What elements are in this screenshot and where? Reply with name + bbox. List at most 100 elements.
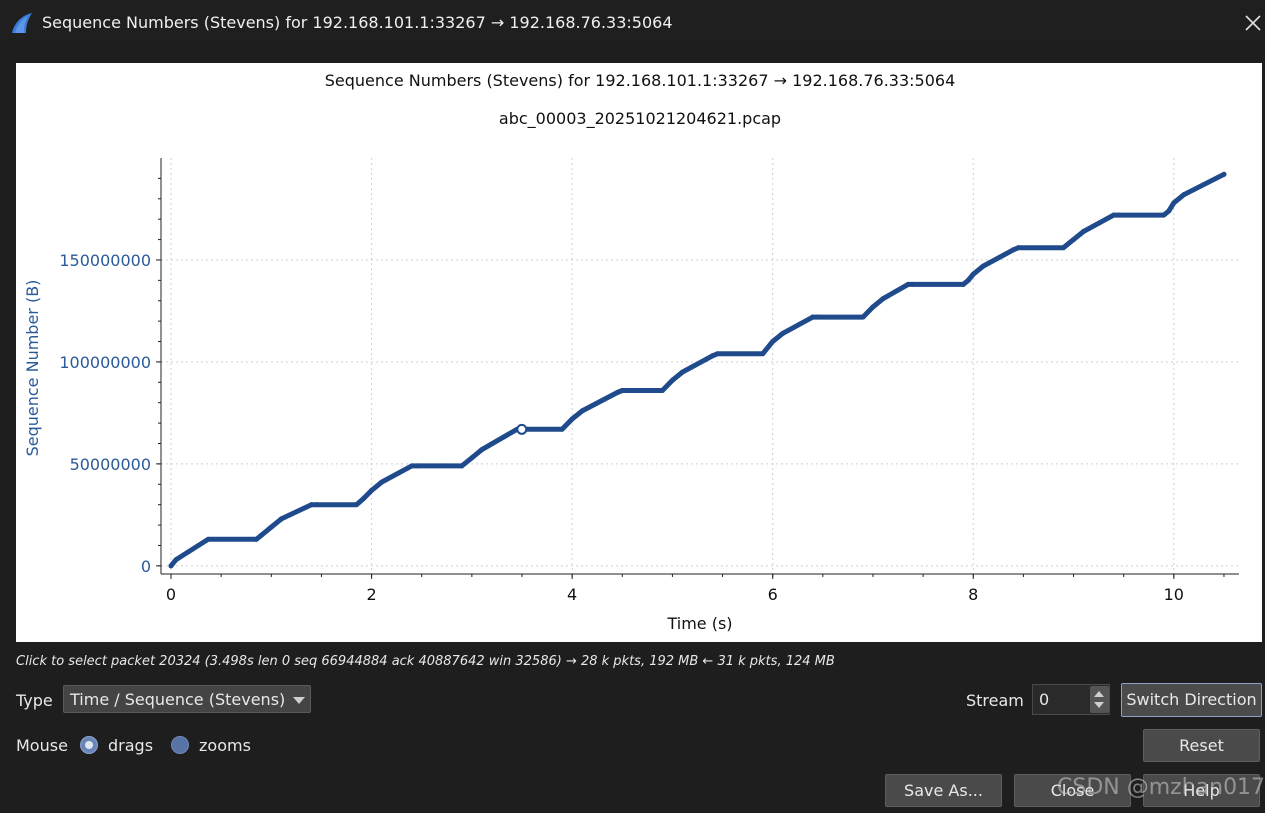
series-point[interactable]	[965, 277, 971, 283]
series-point[interactable]	[1166, 208, 1172, 214]
series-point[interactable]	[268, 524, 274, 530]
stream-label: Stream	[966, 691, 1024, 710]
series-point[interactable]	[308, 502, 314, 508]
series-point[interactable]	[780, 330, 786, 336]
stream-value: 0	[1039, 690, 1050, 709]
close-icon[interactable]	[1241, 11, 1265, 35]
series-point[interactable]	[459, 463, 465, 469]
series-point[interactable]	[860, 314, 866, 320]
series-point[interactable]	[469, 455, 475, 461]
y-tick-label: 50000000	[70, 455, 151, 474]
grid	[161, 158, 1239, 574]
zooms-radio[interactable]	[171, 736, 189, 754]
series-point[interactable]	[1111, 212, 1117, 218]
series-point[interactable]	[1221, 171, 1227, 177]
series-point[interactable]	[409, 463, 415, 469]
series-point[interactable]	[569, 416, 575, 422]
series-point[interactable]	[760, 351, 766, 357]
drags-radio[interactable]	[80, 736, 98, 754]
series-point[interactable]	[810, 314, 816, 320]
series-point[interactable]	[1010, 247, 1016, 253]
series-point[interactable]	[579, 408, 585, 414]
series-point[interactable]	[1071, 237, 1077, 243]
x-tick-label: 6	[768, 585, 778, 604]
stream-spinbox[interactable]: 0	[1032, 684, 1110, 715]
chevron-down-icon	[293, 697, 305, 704]
series-point[interactable]	[1066, 241, 1072, 247]
sequence-graph[interactable]: Sequence Numbers (Stevens) for 192.168.1…	[16, 63, 1262, 642]
series-point[interactable]	[1081, 228, 1087, 234]
series-point[interactable]	[278, 516, 284, 522]
chevron-down-icon[interactable]	[1094, 702, 1104, 708]
series-point[interactable]	[905, 281, 911, 287]
spin-buttons[interactable]	[1090, 686, 1109, 713]
reset-button[interactable]: Reset	[1143, 729, 1260, 762]
y-axis-label: Sequence Number (B)	[23, 280, 42, 457]
graph-subtitle: abc_00003_20251021204621.pcap	[499, 109, 781, 129]
series-point[interactable]	[980, 263, 986, 269]
y-tick-label: 0	[141, 557, 151, 576]
type-label: Type	[16, 691, 53, 710]
series-point[interactable]	[479, 447, 485, 453]
series-point[interactable]	[1161, 212, 1167, 218]
x-axis-label: Time (s)	[666, 614, 732, 633]
status-hint: Click to select packet 20324 (3.498s len…	[16, 654, 835, 669]
series-point[interactable]	[1015, 245, 1021, 251]
series-point[interactable]	[679, 369, 685, 375]
close-button[interactable]: Close	[1014, 774, 1131, 807]
series-point[interactable]	[910, 281, 916, 287]
graph-panel[interactable]: Sequence Numbers (Stevens) for 192.168.1…	[16, 63, 1262, 642]
y-tick-label: 150000000	[59, 251, 151, 270]
series-point[interactable]	[710, 353, 716, 359]
series-point[interactable]	[361, 496, 367, 502]
series-point[interactable]	[960, 281, 966, 287]
graph-title: Sequence Numbers (Stevens) for 192.168.1…	[325, 71, 956, 90]
series-point[interactable]	[369, 487, 375, 493]
y-tick-label: 100000000	[59, 353, 151, 372]
title-bar: Sequence Numbers (Stevens) for 192.168.1…	[0, 0, 1265, 46]
type-combo[interactable]: Time / Sequence (Stevens)	[63, 685, 311, 713]
series-point[interactable]	[559, 426, 565, 432]
x-tick-label: 2	[366, 585, 376, 604]
switch-direction-button[interactable]: Switch Direction	[1121, 683, 1262, 717]
series-point[interactable]	[354, 502, 360, 508]
mouse-label: Mouse	[16, 736, 68, 755]
selected-packet-marker[interactable]	[516, 423, 528, 435]
save-as-button[interactable]: Save As...	[885, 774, 1002, 807]
series-point[interactable]	[379, 479, 385, 485]
axes: 0 2 4 6 8 10 0 50000000 100000000 150000000 Time (…	[23, 158, 1239, 633]
series-point[interactable]	[619, 387, 625, 393]
series-point[interactable]	[414, 463, 420, 469]
series-point[interactable]	[770, 339, 776, 345]
chevron-up-icon[interactable]	[1094, 691, 1104, 697]
drags-label[interactable]: drags	[108, 736, 154, 755]
sequence-series-line[interactable]	[168, 171, 1227, 569]
series-point[interactable]	[168, 563, 174, 569]
series-point[interactable]	[205, 536, 211, 542]
series-point[interactable]	[614, 390, 620, 396]
type-combo-value: Time / Sequence (Stevens)	[70, 690, 286, 709]
series-point[interactable]	[1171, 200, 1177, 206]
help-button[interactable]: Help	[1143, 774, 1260, 807]
series-point[interactable]	[970, 271, 976, 277]
series-point[interactable]	[1181, 192, 1187, 198]
series-point[interactable]	[880, 296, 886, 302]
series-point[interactable]	[173, 557, 179, 563]
window-title: Sequence Numbers (Stevens) for 192.168.1…	[42, 13, 673, 32]
series-point[interactable]	[313, 502, 319, 508]
series-point[interactable]	[1061, 245, 1067, 251]
zooms-label[interactable]: zooms	[199, 736, 251, 755]
series-point[interactable]	[870, 304, 876, 310]
series-point[interactable]	[1116, 212, 1122, 218]
series-point[interactable]	[715, 351, 721, 357]
series-layer[interactable]	[168, 171, 1227, 569]
x-tick-label: 4	[567, 585, 577, 604]
wireshark-fin-icon	[12, 13, 32, 33]
series-point[interactable]	[659, 387, 665, 393]
x-tick-label: 0	[166, 585, 176, 604]
series-point[interactable]	[253, 536, 259, 542]
series-point[interactable]	[258, 532, 264, 538]
series-point[interactable]	[669, 377, 675, 383]
series-point[interactable]	[815, 314, 821, 320]
x-tick-label: 8	[968, 585, 978, 604]
